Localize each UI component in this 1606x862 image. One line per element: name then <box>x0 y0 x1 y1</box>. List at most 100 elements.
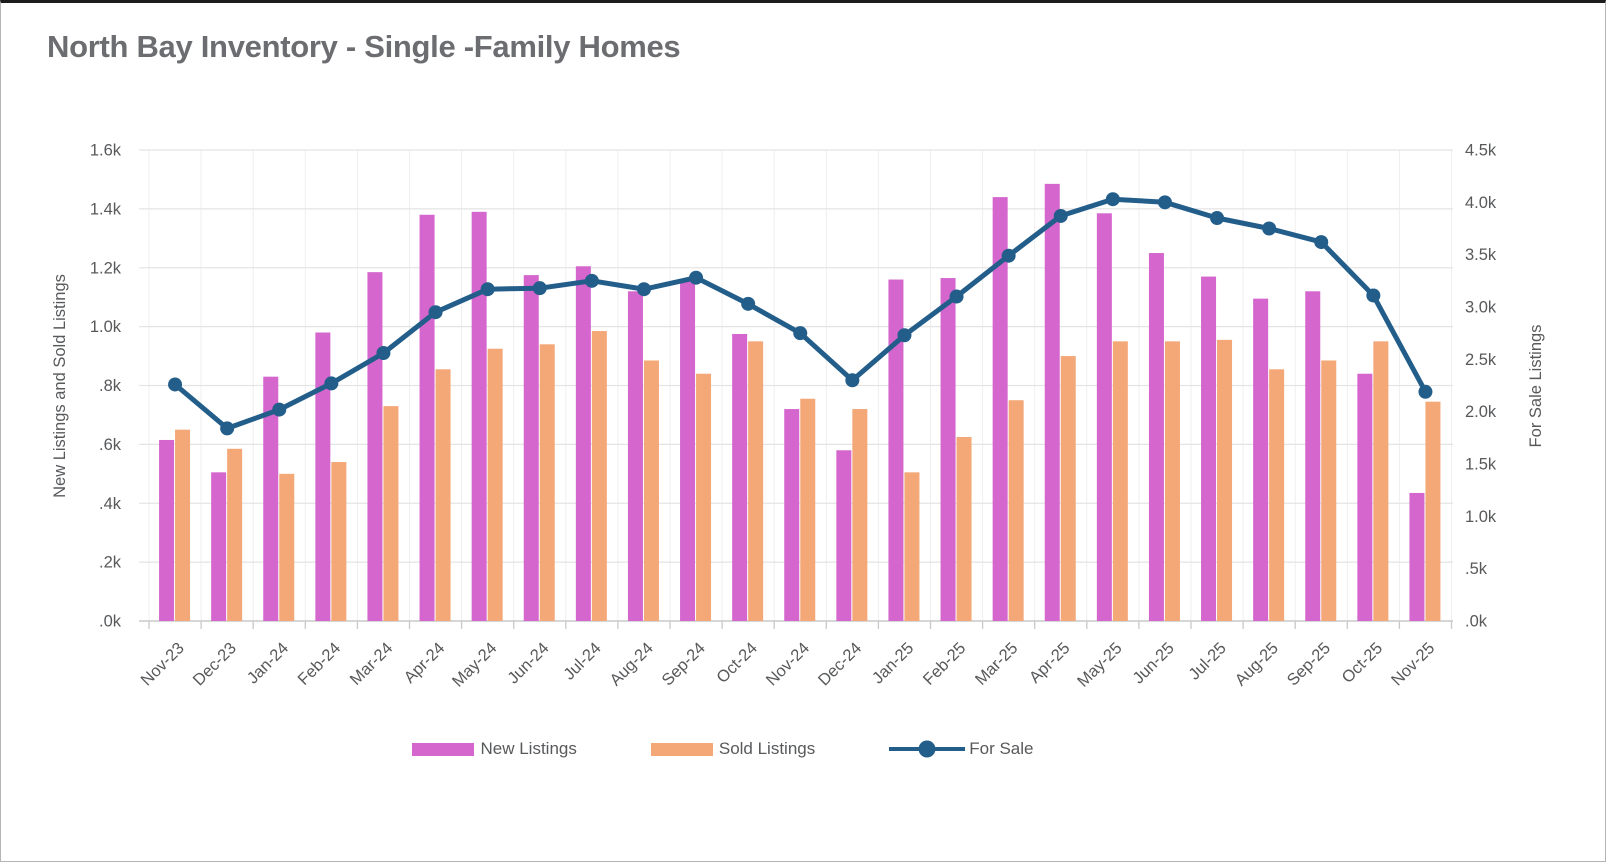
bar-sold-listings <box>487 348 503 621</box>
bar-sold-listings <box>748 341 764 621</box>
for-sale-marker <box>376 346 391 361</box>
legend-item-new-listings: New Listings <box>412 739 577 759</box>
right-axis-tick-label: 4.0k <box>1465 194 1497 212</box>
bar-new-listings <box>419 214 435 621</box>
right-axis-tick-label: 3.5k <box>1465 246 1497 264</box>
left-axis-tick-label: 1.6k <box>90 142 122 160</box>
for-sale-marker <box>480 282 495 297</box>
x-axis-label: Jul-25 <box>1185 639 1230 684</box>
bar-sold-listings <box>1373 341 1389 621</box>
for-sale-marker <box>1418 384 1433 399</box>
bar-sold-listings <box>175 429 191 621</box>
x-axis-label: Nov-23 <box>138 639 188 689</box>
bar-new-listings <box>940 278 956 621</box>
for-sale-marker <box>845 373 860 388</box>
for-sale-marker <box>584 273 599 288</box>
for-sale-marker <box>1001 248 1016 263</box>
for-sale-marker <box>949 289 964 304</box>
right-axis-tick-label: 2.0k <box>1465 403 1497 421</box>
for-sale-marker <box>636 282 651 297</box>
x-axis-label: Nov-25 <box>1388 639 1438 689</box>
bar-new-listings <box>315 332 331 621</box>
chart-legend: New Listings Sold Listings For Sale <box>1 739 1525 759</box>
bar-new-listings <box>263 376 279 621</box>
bar-sold-listings <box>383 406 399 621</box>
bar-sold-listings <box>1269 369 1285 621</box>
for-sale-line <box>172 196 1428 431</box>
x-axis-label: Aug-24 <box>606 639 656 689</box>
x-axis-label: May-25 <box>1074 639 1126 691</box>
left-axis-tick-label: .2k <box>99 554 122 572</box>
for-sale-marker <box>793 326 808 341</box>
for-sale-marker <box>741 296 756 311</box>
for-sale-marker <box>1053 208 1068 223</box>
legend-label-for-sale: For Sale <box>969 739 1034 758</box>
bar-new-listings <box>836 450 852 621</box>
right-axis-tick-label: 2.5k <box>1465 351 1497 369</box>
right-axis-tick-label: 4.5k <box>1465 142 1497 160</box>
x-axis-label: Mar-25 <box>972 639 1022 689</box>
bar-new-listings <box>627 291 643 621</box>
x-axis-label: May-24 <box>449 639 501 691</box>
for-sale-marker <box>1105 192 1120 207</box>
legend-item-sold-listings: Sold Listings <box>650 739 816 759</box>
sold-listings-swatch <box>650 742 713 756</box>
for-sale-marker <box>897 328 912 343</box>
bar-sold-listings <box>435 369 451 621</box>
x-axis-label: Jun-25 <box>1129 639 1177 687</box>
x-axis-label: Jan-25 <box>869 639 917 687</box>
left-axis-tick-label: .6k <box>99 436 122 454</box>
x-axis-label: Apr-24 <box>401 639 449 687</box>
bar-new-listings <box>1148 253 1164 621</box>
x-axis-label: Jun-24 <box>504 639 552 687</box>
bar-sold-listings <box>1112 341 1128 621</box>
left-axis-tick-label: 1.2k <box>90 259 122 277</box>
for-sale-marker <box>1157 195 1172 210</box>
bar-new-listings <box>1357 373 1373 621</box>
x-axis-label: Dec-23 <box>190 639 240 689</box>
bar-new-listings <box>159 439 175 621</box>
for-sale-marker-icon <box>918 740 936 758</box>
right-axis-title: For Sale Listings <box>1527 325 1545 448</box>
left-axis-tick-label: .4k <box>99 495 122 513</box>
bar-new-listings <box>992 197 1008 621</box>
bar-new-listings <box>680 279 696 621</box>
left-axis-tick-label: .0k <box>99 613 122 631</box>
bar-sold-listings <box>1008 400 1024 621</box>
for-sale-marker <box>1314 235 1329 250</box>
chart-title: North Bay Inventory - Single -Family Hom… <box>47 29 681 64</box>
x-axis-label: Nov-24 <box>763 639 813 689</box>
x-axis-label: Oct-24 <box>713 639 761 687</box>
bar-new-listings <box>1044 183 1060 621</box>
x-axis-label: Jan-24 <box>244 639 292 687</box>
for-sale-marker <box>1210 211 1225 226</box>
x-axis-label: Feb-25 <box>920 639 970 689</box>
for-sale-marker <box>689 270 704 285</box>
bar-sold-listings <box>643 360 659 621</box>
for-sale-marker <box>532 281 547 296</box>
bar-new-listings <box>1305 291 1321 621</box>
bar-new-listings <box>888 279 904 621</box>
bar-new-listings <box>575 266 591 621</box>
bar-sold-listings <box>800 398 816 621</box>
for-sale-marker <box>428 305 443 320</box>
x-axis-label: Apr-25 <box>1026 639 1074 687</box>
x-axis-label: Sep-24 <box>659 639 709 689</box>
bar-sold-listings <box>1321 360 1337 621</box>
x-axis-label: Jul-24 <box>560 639 605 684</box>
legend-label-sold-listings: Sold Listings <box>718 739 816 758</box>
for-sale-marker <box>168 377 183 392</box>
left-axis-tick-label: 1.4k <box>90 200 122 218</box>
new-listings-swatch <box>412 742 475 756</box>
for-sale-marker <box>324 376 339 391</box>
bar-new-listings <box>1253 298 1269 621</box>
right-axis-tick-label: 1.0k <box>1465 508 1497 526</box>
x-axis-label: Aug-25 <box>1232 639 1282 689</box>
bar-sold-listings <box>331 462 347 621</box>
bar-sold-listings <box>539 344 555 621</box>
bar-sold-listings <box>227 448 243 621</box>
for-sale-line-swatch <box>889 740 966 758</box>
bar-sold-listings <box>852 409 868 621</box>
inventory-combo-chart: 1.6k 1.4k 1.2k 1.0k .8k .6k .4k .2k .0k 4.5k 4.0k 3… <box>51 142 1545 691</box>
